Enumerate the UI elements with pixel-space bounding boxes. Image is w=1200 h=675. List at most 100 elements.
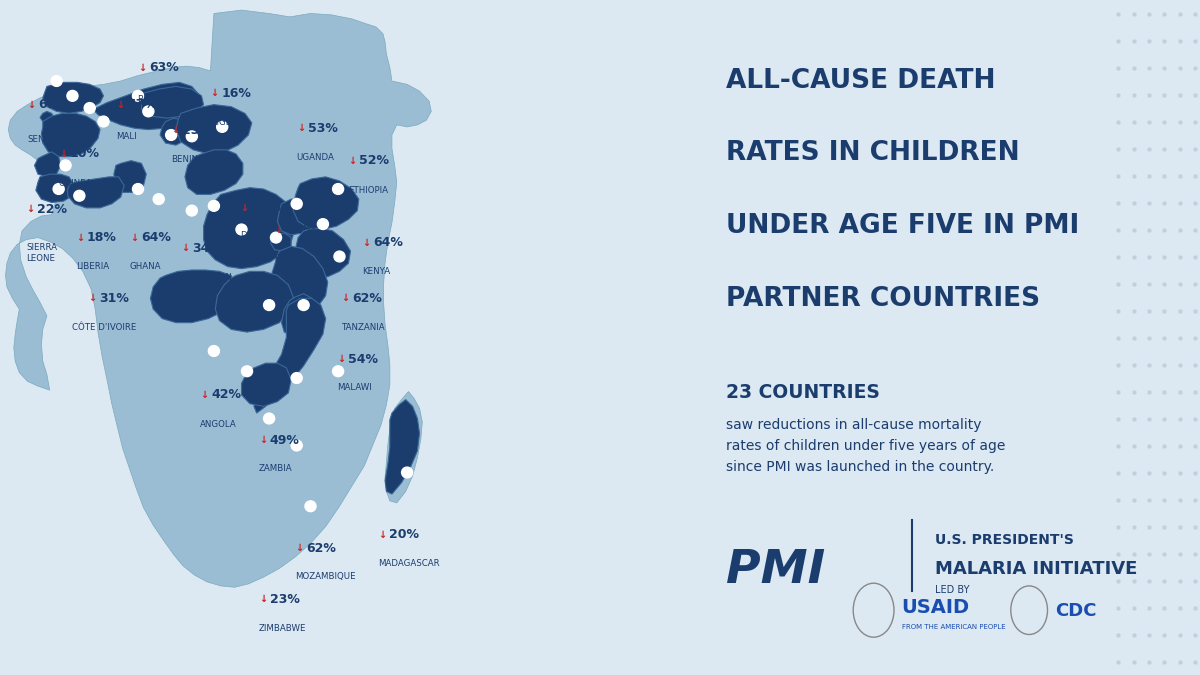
Circle shape bbox=[217, 122, 228, 132]
Polygon shape bbox=[385, 400, 420, 494]
Text: ↓: ↓ bbox=[28, 100, 36, 109]
Polygon shape bbox=[6, 10, 431, 587]
Circle shape bbox=[143, 106, 154, 117]
Text: ↓: ↓ bbox=[337, 354, 344, 364]
Text: saw reductions in all-cause mortality
rates of children under five years of age
: saw reductions in all-cause mortality ra… bbox=[726, 418, 1006, 474]
Text: 31%: 31% bbox=[100, 292, 130, 305]
Text: ↓: ↓ bbox=[259, 595, 266, 604]
Text: 62%: 62% bbox=[306, 541, 336, 555]
Circle shape bbox=[298, 300, 310, 310]
Text: TANZANIA: TANZANIA bbox=[342, 323, 385, 332]
Text: GHANA: GHANA bbox=[130, 262, 161, 271]
Text: MALAWI: MALAWI bbox=[337, 383, 372, 392]
Text: ↓: ↓ bbox=[275, 225, 283, 234]
Circle shape bbox=[209, 346, 220, 356]
Polygon shape bbox=[185, 150, 242, 194]
Text: U.S. PRESIDENT'S: U.S. PRESIDENT'S bbox=[935, 533, 1074, 547]
Text: 64%: 64% bbox=[140, 231, 170, 244]
Text: USAID: USAID bbox=[901, 598, 970, 617]
Text: GUINEA: GUINEA bbox=[59, 179, 92, 188]
Text: 20%: 20% bbox=[389, 528, 419, 541]
Polygon shape bbox=[160, 118, 187, 145]
Polygon shape bbox=[67, 177, 125, 208]
Circle shape bbox=[292, 440, 302, 451]
Circle shape bbox=[236, 224, 247, 235]
Text: ↓: ↓ bbox=[348, 156, 356, 165]
Circle shape bbox=[132, 184, 144, 194]
Text: 64%: 64% bbox=[373, 236, 403, 250]
Polygon shape bbox=[241, 363, 292, 406]
Polygon shape bbox=[41, 113, 100, 157]
Text: DRC: DRC bbox=[240, 231, 258, 240]
Text: MALI: MALI bbox=[116, 132, 137, 140]
Text: CAMEROON: CAMEROON bbox=[181, 273, 233, 281]
Text: 47%: 47% bbox=[127, 98, 157, 111]
Polygon shape bbox=[254, 298, 325, 413]
Circle shape bbox=[166, 130, 176, 140]
Text: ↓: ↓ bbox=[210, 88, 218, 98]
Text: PARTNER COUNTRIES: PARTNER COUNTRIES bbox=[726, 286, 1040, 313]
Polygon shape bbox=[176, 105, 252, 154]
Text: MADAGASCAR: MADAGASCAR bbox=[378, 559, 439, 568]
Text: PMI: PMI bbox=[726, 548, 824, 593]
Text: UNDER AGE FIVE IN PMI: UNDER AGE FIVE IN PMI bbox=[726, 213, 1079, 240]
Text: 10%: 10% bbox=[70, 147, 100, 161]
Circle shape bbox=[98, 116, 109, 127]
Text: BURKINA FASO: BURKINA FASO bbox=[138, 95, 202, 103]
Text: ↓: ↓ bbox=[259, 435, 266, 445]
Text: ZAMBIA: ZAMBIA bbox=[259, 464, 293, 473]
Text: ↓: ↓ bbox=[342, 294, 349, 303]
Text: SIERRA
LEONE: SIERRA LEONE bbox=[26, 243, 58, 263]
Polygon shape bbox=[94, 82, 200, 130]
Text: 16%: 16% bbox=[222, 86, 251, 100]
Text: FROM THE AMERICAN PEOPLE: FROM THE AMERICAN PEOPLE bbox=[901, 624, 1006, 630]
Text: RATES IN CHILDREN: RATES IN CHILDREN bbox=[726, 140, 1019, 167]
Text: 23 COUNTRIES: 23 COUNTRIES bbox=[726, 383, 880, 402]
Polygon shape bbox=[293, 177, 359, 230]
Text: ↓: ↓ bbox=[26, 205, 35, 214]
Circle shape bbox=[74, 190, 85, 201]
Circle shape bbox=[52, 76, 62, 86]
Text: ↓: ↓ bbox=[181, 244, 190, 253]
Text: 54%: 54% bbox=[348, 352, 378, 366]
Circle shape bbox=[186, 205, 197, 216]
Text: 18%: 18% bbox=[86, 231, 116, 244]
Polygon shape bbox=[270, 233, 292, 251]
Text: ↓: ↓ bbox=[378, 530, 386, 539]
Text: UGANDA: UGANDA bbox=[296, 153, 335, 162]
Polygon shape bbox=[265, 246, 328, 317]
Text: 62%: 62% bbox=[353, 292, 383, 305]
Circle shape bbox=[154, 194, 164, 205]
Text: ↓: ↓ bbox=[89, 294, 96, 303]
Circle shape bbox=[318, 219, 329, 230]
Circle shape bbox=[209, 200, 220, 211]
Polygon shape bbox=[295, 228, 350, 277]
Text: 49%: 49% bbox=[270, 433, 300, 447]
Text: 34%: 34% bbox=[192, 242, 222, 255]
Circle shape bbox=[241, 366, 252, 377]
Text: 52%: 52% bbox=[360, 154, 390, 167]
Polygon shape bbox=[150, 270, 236, 323]
Text: ↓: ↓ bbox=[200, 390, 209, 400]
Text: 63%: 63% bbox=[149, 61, 179, 74]
Text: ETHIOPIA: ETHIOPIA bbox=[348, 186, 389, 194]
Text: ↓: ↓ bbox=[296, 124, 305, 133]
Circle shape bbox=[132, 90, 144, 101]
Circle shape bbox=[186, 131, 197, 142]
Polygon shape bbox=[204, 188, 295, 269]
Circle shape bbox=[305, 501, 316, 512]
Circle shape bbox=[264, 300, 275, 310]
Text: ↓: ↓ bbox=[130, 233, 138, 242]
Text: ANGOLA: ANGOLA bbox=[200, 420, 236, 429]
Polygon shape bbox=[43, 82, 103, 113]
Text: MOZAMBIQUE: MOZAMBIQUE bbox=[295, 572, 356, 581]
Polygon shape bbox=[36, 174, 74, 202]
Polygon shape bbox=[282, 294, 316, 336]
Text: ↓: ↓ bbox=[76, 233, 84, 242]
Circle shape bbox=[84, 103, 95, 113]
Text: ↓: ↓ bbox=[138, 63, 146, 72]
Text: ↓: ↓ bbox=[172, 126, 179, 135]
Circle shape bbox=[67, 90, 78, 101]
Text: 53%: 53% bbox=[307, 122, 337, 135]
Text: RWANDA: RWANDA bbox=[275, 254, 313, 263]
